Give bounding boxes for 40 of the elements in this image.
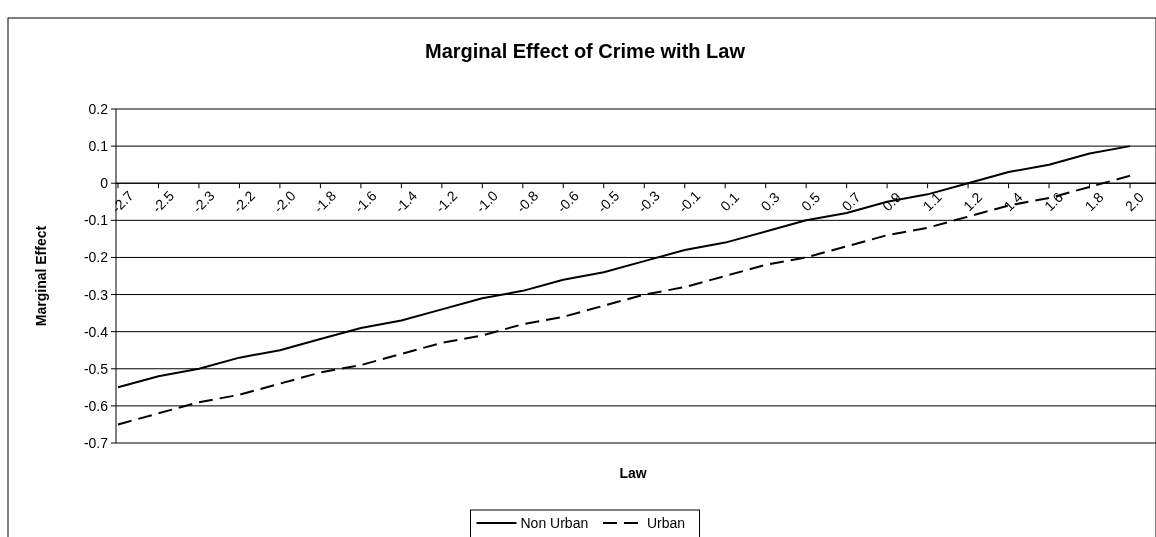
legend-label: Non Urban [520,515,589,531]
x-tick-label: 1.6 [1040,189,1067,215]
y-tick-label: -0.2 [83,249,109,266]
y-tick-label: -0.7 [83,435,109,451]
x-tick-label: 2.0 [1121,189,1148,215]
x-axis-title: Law [619,465,647,481]
x-tick-label: -1.4 [391,187,421,216]
y-tick-label: -0.5 [83,360,109,377]
y-tick-label: 0 [100,175,109,192]
x-tick-label: 0.7 [838,189,864,215]
x-tick-label: -2.2 [229,187,259,216]
x-tick-label: -0.3 [634,187,664,216]
x-tick-label: 1.4 [1000,189,1026,215]
x-tick-label: -2.5 [148,187,178,216]
chart-title: Marginal Effect of Crime with Law [424,40,746,62]
y-tick-label: -0.1 [83,212,109,229]
y-axis-title: Marginal Effect [33,225,49,327]
x-tick-label: 1.8 [1081,189,1107,215]
x-tick-label: -2.3 [189,187,218,216]
x-tick-label: -1.8 [310,187,340,216]
x-tick-label: 1.2 [960,189,986,215]
x-tick-label: -0.1 [675,187,704,216]
x-tick-label: -1.0 [472,187,502,216]
x-tick-label: -2.0 [270,187,299,216]
x-tick-label: 0.5 [798,189,824,215]
x-tick-label: -1.2 [432,187,461,216]
y-tick-label: -0.6 [83,397,109,414]
y-tick-label: -0.4 [83,323,109,340]
x-tick-label: -1.6 [351,187,380,216]
x-tick-label: -0.8 [513,187,542,216]
x-tick-label: 0.1 [717,189,743,215]
y-tick-label: 0.2 [88,101,109,117]
x-tick-label: 1.1 [919,189,945,215]
legend-label: Urban [647,515,686,531]
y-tick-label: 0.1 [88,138,109,155]
x-tick-label: -0.6 [553,187,583,216]
x-tick-label: -0.5 [594,187,623,216]
x-tick-label: -2.7 [108,187,137,216]
y-tick-label: -0.3 [83,286,109,303]
x-tick-label: 0.3 [757,189,783,215]
